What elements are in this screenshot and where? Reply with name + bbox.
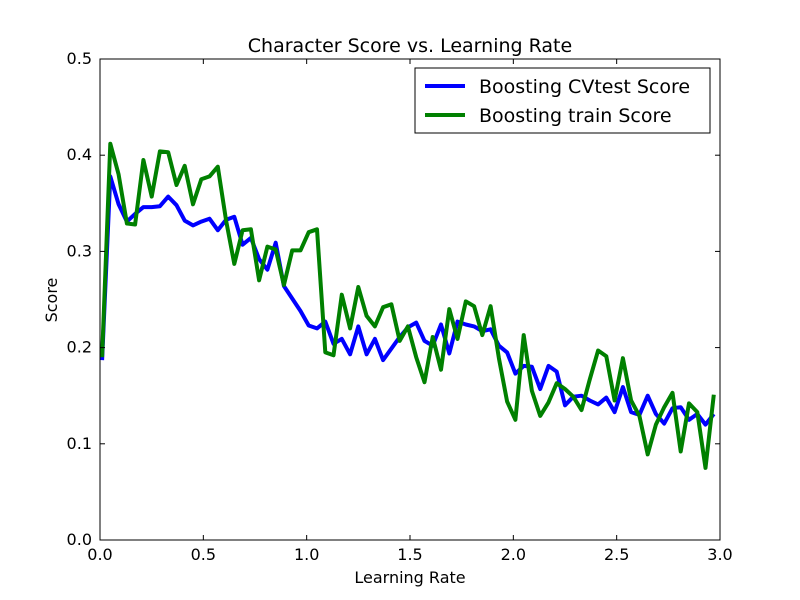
y-axis-label: Score [42,278,61,323]
legend-box [414,67,711,134]
x-tick-label: 0.5 [191,545,216,564]
series-layer [100,141,716,470]
y-tick-label: 0.0 [67,530,92,549]
y-tick-label: 0.4 [67,145,92,164]
legend-label-train: Boosting train Score [479,105,672,127]
x-axis-label: Learning Rate [354,568,465,587]
x-tick-label: 1.0 [294,545,319,564]
y-tick-label: 0.3 [67,241,92,260]
x-tick-label: 1.5 [397,545,422,564]
y-tick-label: 0.2 [67,338,92,357]
legend: Boosting CVtest Score Boosting train Sco… [414,67,711,134]
plot-background [100,59,720,540]
x-tick-label: 0.0 [87,545,112,564]
chart-title: Character Score vs. Learning Rate [248,35,572,57]
x-tick-label: 2.5 [604,545,629,564]
ticks-layer: 0.0 0.5 1.0 1.5 2.0 2.5 3.0 0.0 0.1 0.2 0.3 0.4 0.5 [67,49,733,564]
series-line-train [100,141,716,470]
y-tick-label: 0.1 [67,434,92,453]
x-tick-label: 2.0 [501,545,526,564]
x-tick-label: 3.0 [707,545,732,564]
y-tick-label: 0.5 [67,49,92,68]
legend-label-cvtest: Boosting CVtest Score [479,76,690,98]
